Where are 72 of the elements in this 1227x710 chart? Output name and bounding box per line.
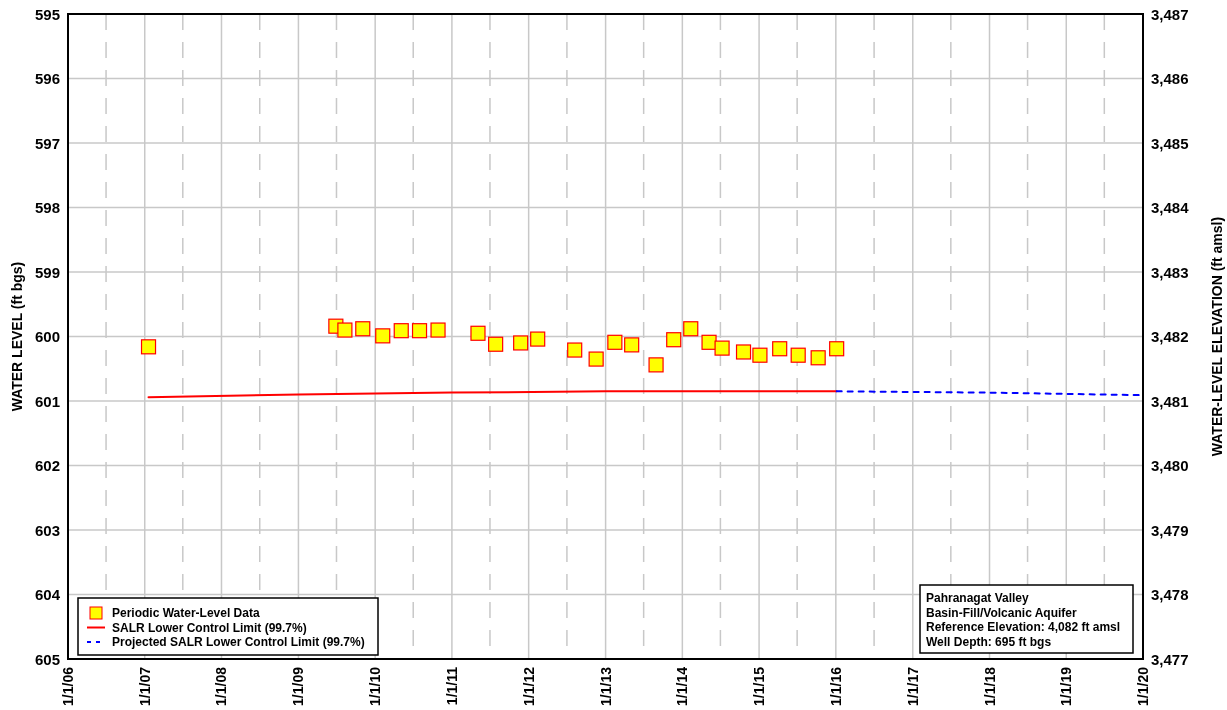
point [375, 328, 391, 344]
y-tick-label: 596 [34, 70, 60, 87]
x-tick-label: 1/1/13 [597, 666, 614, 706]
y2-tick-label: 3,487 [1151, 5, 1189, 23]
y2-tick-label: 3,481 [1151, 392, 1189, 410]
x-tick-label: 1/1/16 [827, 666, 844, 706]
point [567, 342, 583, 358]
point [355, 321, 371, 337]
y2-tick-label: 3,484 [1151, 199, 1190, 216]
x-tick-label: 1/1/08 [213, 666, 230, 706]
x-tick-label: 1/1/09 [290, 666, 307, 706]
annotation: Pahranagat Valley [926, 591, 1030, 605]
point [752, 347, 768, 363]
point [140, 339, 157, 355]
point [430, 322, 446, 338]
x-tick-label: 1/1/12 [520, 666, 537, 706]
y2-axis-title: WATER-LEVEL ELEVATION (ft amsl) [1209, 216, 1225, 457]
x-tick-label: 1/1/06 [60, 666, 76, 706]
point [714, 340, 730, 356]
point [393, 323, 409, 339]
point [648, 357, 664, 373]
point [513, 335, 529, 351]
point [790, 347, 806, 363]
y-tick-label: 599 [34, 263, 60, 281]
point [470, 325, 486, 341]
x-tick-label: 1/1/19 [1058, 666, 1075, 706]
x-tick-label: 1/1/14 [674, 666, 691, 706]
point [701, 334, 717, 350]
y-axis-title: WATER LEVEL (ft bgs) [9, 261, 25, 412]
y-tick-label: 602 [34, 457, 60, 474]
point [588, 351, 604, 367]
point [530, 331, 546, 347]
annotation: Basin-Fill/Volcanic Aquifer [926, 605, 1078, 620]
x-tick-label: 1/1/10 [367, 666, 384, 706]
annotation: Well Depth: 695 ft bgs [926, 634, 1052, 649]
y2-tick-label: 3,486 [1151, 70, 1189, 87]
y-tick-label: 603 [34, 521, 60, 539]
point [735, 344, 752, 360]
y-tick-label: 605 [34, 650, 60, 668]
point [666, 332, 682, 348]
point [337, 322, 353, 338]
point [411, 323, 428, 339]
legend-label: Projected SALR Lower Control Limit (99.7%) [112, 635, 365, 649]
y-tick-label: 604 [34, 586, 61, 603]
y2-tick-label: 3,480 [1151, 457, 1189, 474]
y-tick-label: 598 [34, 199, 60, 216]
legend-label: SALR Lower Control Limit (99.7%) [112, 620, 307, 635]
annotation: Reference Elevation: 4,082 ft amsl [926, 620, 1121, 634]
x-tick-label: 1/1/15 [751, 666, 768, 706]
point [772, 341, 788, 357]
y2-tick-label: 3,477 [1151, 650, 1189, 668]
point [810, 350, 826, 366]
point [488, 336, 504, 352]
y2-tick-label: 3,482 [1151, 328, 1189, 345]
y2-tick-label: 3,478 [1151, 586, 1189, 603]
point [829, 341, 845, 357]
y2-tick-label: 3,479 [1151, 521, 1189, 539]
y-tick-label: 600 [34, 328, 60, 345]
y2-tick-label: 3,483 [1151, 263, 1189, 281]
y2-tick-label: 3,485 [1151, 134, 1189, 152]
point [683, 321, 699, 337]
y-tick-label: 597 [34, 134, 60, 152]
x-tick-label: 1/1/18 [981, 666, 998, 706]
point [607, 334, 623, 350]
legend-label: Periodic Water-Level Data [112, 606, 260, 620]
x-tick-label: 1/1/07 [136, 666, 153, 706]
x-tick-label: 1/1/17 [904, 666, 921, 706]
y-tick-label: 601 [34, 392, 60, 410]
y-tick-label: 595 [34, 5, 60, 23]
x-tick-label: 1/1/20 [1135, 666, 1151, 706]
x-tick-label: 1/1/11 [443, 666, 460, 706]
point [624, 337, 640, 353]
